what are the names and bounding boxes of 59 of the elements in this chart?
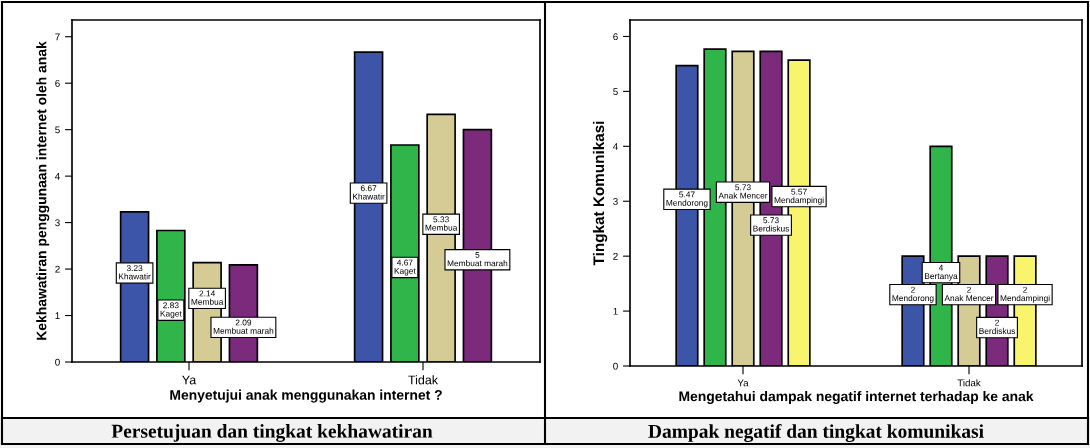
x-tick-label: Ya (737, 379, 749, 387)
text: Persetujuan dan tingkat kekhawatiran (111, 424, 433, 442)
x-tick-label: Tidak (408, 375, 439, 385)
data-label: 2.83 (163, 302, 179, 309)
y-tick-label: 1 (613, 307, 618, 315)
series-label: Membua (191, 298, 224, 305)
text: Khawatir (353, 193, 385, 200)
y-tick-label: 0 (613, 362, 618, 370)
data-label: 4.67 (396, 259, 413, 266)
data-label: 5.57 (791, 188, 807, 195)
series-label: Bertanya (924, 273, 958, 281)
y-tick-label: 3 (55, 219, 60, 227)
data-label: 4 (938, 264, 944, 271)
series-label: Kaget (394, 268, 416, 276)
series-label: Mendorong (666, 199, 708, 208)
x-axis-title: Mengetahui dampak negatif internet terhadap ke anak (679, 391, 1034, 405)
data-label: 5.73 (735, 184, 751, 191)
series-label: Membuat marah (447, 260, 508, 267)
text: Membuat marah (213, 327, 274, 334)
y-tick-label: 0 (55, 358, 60, 366)
series-label: Khawatir (119, 273, 151, 280)
y-tick-label: 4 (55, 172, 60, 180)
x-tick-label: Ya (182, 375, 197, 385)
series-label: Anak Mencer (718, 192, 768, 199)
data-label: 5 (475, 252, 480, 258)
data-label: 2 (911, 286, 915, 293)
y-tick-label: 4 (613, 143, 618, 150)
data-label: 2.14 (199, 290, 215, 297)
text: Mendampingi (774, 196, 824, 205)
y-tick-label: 6 (613, 33, 618, 41)
x-axis-title: Menyetujui anak menggunakan internet ? (170, 389, 442, 403)
y-tick-label: 7 (55, 33, 60, 41)
data-label: 5.33 (433, 216, 449, 223)
text: Kaget (160, 310, 182, 319)
data-label: 3.23 (126, 265, 143, 272)
y-tick-label: 3 (613, 197, 618, 205)
x-tick-label: Tidak (957, 379, 981, 387)
text: Membua (425, 224, 458, 231)
text: Berdiskus (979, 327, 1016, 334)
y-tick-label: 1 (55, 312, 60, 320)
y-tick-label: 2 (613, 252, 618, 260)
y-tick-label: 6 (55, 79, 60, 87)
y-tick-label: 5 (613, 88, 618, 96)
y-tick-label: 5 (55, 126, 60, 134)
y-axis-title: Kekhawatiran penggunaan internet oleh anak (36, 41, 50, 340)
series-label: Mendampingi (1000, 294, 1050, 303)
data-label: 2 (995, 319, 999, 326)
text: Dampak negatif dan tingkat komunikasi (648, 424, 984, 442)
series-label: Berdiskus (753, 225, 790, 232)
data-label: 5.47 (679, 191, 695, 198)
data-label: 2 (1023, 286, 1027, 293)
text: Mendorong (892, 294, 934, 303)
data-label: 2 (967, 286, 971, 293)
text: Anak Mencer (944, 294, 994, 302)
y-tick-label: 2 (55, 265, 60, 273)
data-label: 2.09 (235, 319, 252, 326)
y-axis-title: Tingkat Komunikasi (592, 121, 608, 266)
data-label: 5.73 (763, 217, 779, 224)
data-label: 6.67 (360, 185, 377, 192)
